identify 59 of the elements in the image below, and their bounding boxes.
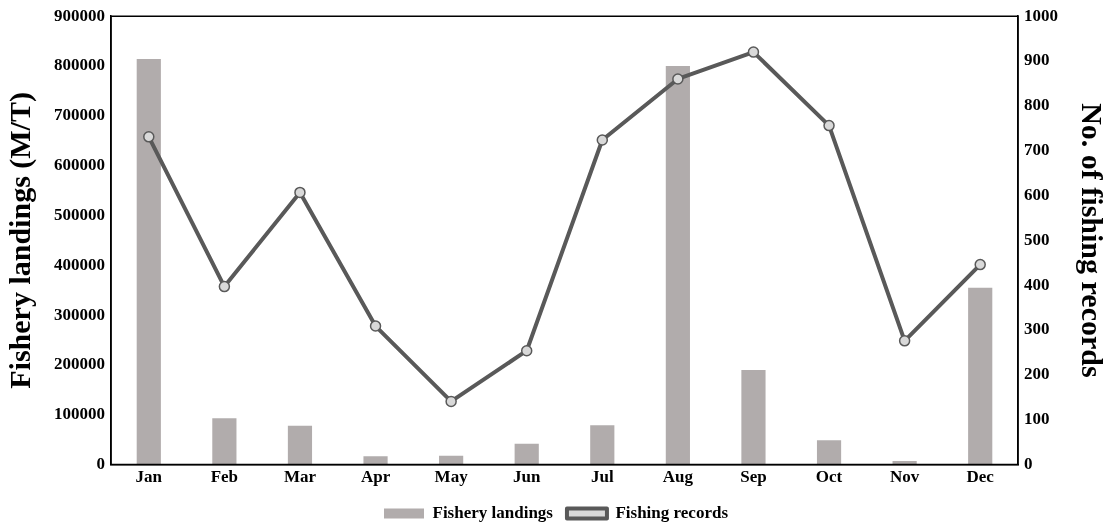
y2-tick-label: 1000 [1024, 5, 1058, 25]
y-tick-label: 100000 [54, 404, 105, 424]
y-tick-label: 500000 [54, 204, 105, 224]
x-tick-label: Oct [815, 467, 843, 487]
bar [665, 66, 690, 465]
x-tick-label: Jan [135, 467, 163, 487]
point [823, 119, 835, 132]
y2-tick-label: 200 [1024, 364, 1050, 384]
y2-tick-label: 300 [1024, 319, 1050, 339]
point [974, 258, 986, 271]
bar [136, 59, 161, 465]
y-tick-label: 0 [96, 453, 105, 473]
y-tick-label: 400000 [54, 254, 105, 274]
y-tick-label: 200000 [54, 354, 105, 374]
y-tick-label: 800000 [54, 55, 105, 75]
x-tick-label: Sep [740, 467, 767, 487]
point [672, 73, 684, 85]
y-tick-label: 300000 [54, 304, 105, 324]
point [445, 395, 457, 408]
point [747, 46, 760, 58]
legend-label: Fishery landings [432, 502, 554, 522]
y2-axis-title: No. of fishing records [1076, 103, 1110, 378]
point [294, 186, 306, 199]
x-tick-label: Feb [210, 467, 239, 487]
x-tick-label: Nov [889, 467, 920, 487]
point [218, 280, 231, 293]
point [596, 134, 609, 146]
x-tick-label: Mar [283, 467, 317, 487]
y2-tick-label: 800 [1024, 95, 1050, 115]
y2-tick-label: 900 [1024, 50, 1050, 70]
legend-label: Fishing records [615, 502, 729, 522]
bar [741, 369, 766, 465]
y2-tick-label: 600 [1024, 184, 1050, 204]
x-tick-label: Jun [513, 467, 541, 487]
bar [514, 443, 539, 465]
point [898, 335, 911, 347]
y2-tick-label: 100 [1024, 409, 1050, 429]
bar [287, 425, 313, 465]
point [520, 344, 533, 357]
y2-tick-label: 700 [1024, 140, 1050, 160]
y-axis-title: Fishery landings (M/T) [2, 92, 37, 389]
bar [816, 440, 842, 465]
y2-tick-label: 400 [1024, 274, 1050, 294]
x-tick-label: Dec [966, 467, 995, 487]
point [369, 320, 382, 332]
x-tick-label: May [434, 467, 469, 487]
bar [212, 418, 237, 465]
bar [590, 425, 615, 465]
point [143, 131, 155, 143]
x-tick-label: Jul [590, 467, 614, 487]
y-tick-label: 600000 [54, 155, 105, 175]
y-tick-label: 700000 [54, 105, 105, 125]
y2-tick-label: 0 [1024, 453, 1033, 473]
x-tick-label: Apr [360, 467, 391, 487]
bar [968, 287, 993, 465]
bar [363, 456, 388, 465]
x-tick-label: Aug [662, 467, 694, 487]
y2-tick-label: 500 [1024, 229, 1050, 249]
y-tick-label: 900000 [54, 5, 105, 25]
